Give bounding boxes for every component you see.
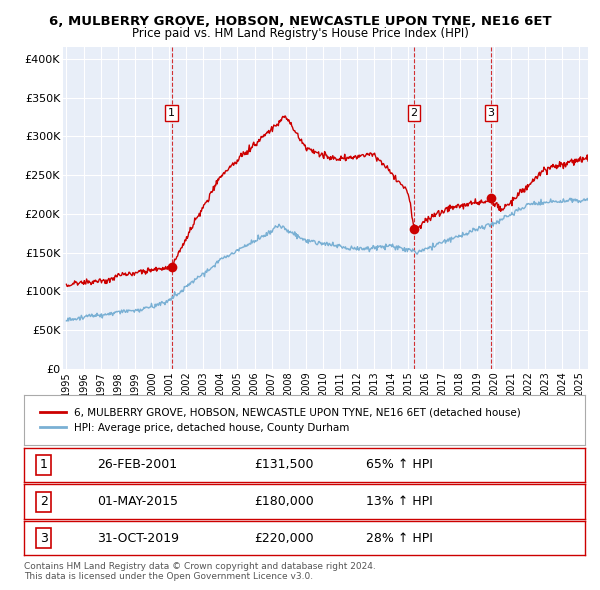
Text: 6, MULBERRY GROVE, HOBSON, NEWCASTLE UPON TYNE, NE16 6ET: 6, MULBERRY GROVE, HOBSON, NEWCASTLE UPO… — [49, 15, 551, 28]
Text: £131,500: £131,500 — [254, 458, 314, 471]
Text: Price paid vs. HM Land Registry's House Price Index (HPI): Price paid vs. HM Land Registry's House … — [131, 27, 469, 40]
Text: 1: 1 — [168, 108, 175, 118]
Text: 3: 3 — [40, 532, 47, 545]
Text: 28% ↑ HPI: 28% ↑ HPI — [366, 532, 433, 545]
Text: 2: 2 — [40, 495, 47, 508]
Text: 1: 1 — [40, 458, 47, 471]
Text: 13% ↑ HPI: 13% ↑ HPI — [366, 495, 433, 508]
Text: 2: 2 — [410, 108, 418, 118]
Text: 3: 3 — [488, 108, 494, 118]
Text: 26-FEB-2001: 26-FEB-2001 — [97, 458, 177, 471]
Text: £220,000: £220,000 — [254, 532, 314, 545]
Legend: 6, MULBERRY GROVE, HOBSON, NEWCASTLE UPON TYNE, NE16 6ET (detached house), HPI: : 6, MULBERRY GROVE, HOBSON, NEWCASTLE UPO… — [35, 402, 526, 438]
Text: Contains HM Land Registry data © Crown copyright and database right 2024.
This d: Contains HM Land Registry data © Crown c… — [24, 562, 376, 581]
Text: 31-OCT-2019: 31-OCT-2019 — [97, 532, 179, 545]
Text: 01-MAY-2015: 01-MAY-2015 — [97, 495, 178, 508]
Text: 65% ↑ HPI: 65% ↑ HPI — [366, 458, 433, 471]
Text: £180,000: £180,000 — [254, 495, 314, 508]
